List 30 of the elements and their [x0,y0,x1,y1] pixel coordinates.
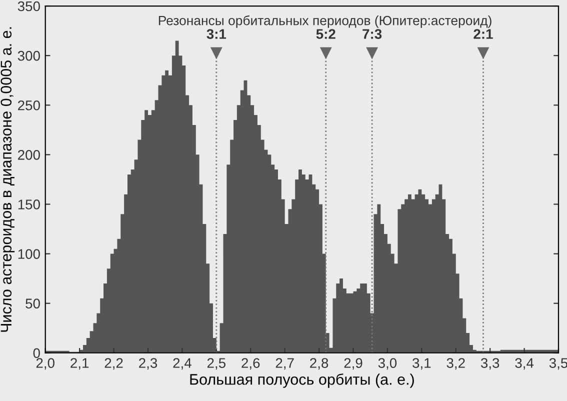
y-tick-label: 50 [26,298,40,308]
y-tick-label: 300 [18,50,40,61]
y-tick-label: 350 [18,1,40,12]
y-tick-label: 200 [18,150,40,160]
x-tick-label: 2,6 [242,358,260,370]
x-tick-label: 3,3 [480,358,500,370]
y-axis-title: Число астероидов в диапазоне 0,0005 а. е. [0,27,15,332]
x-tick-label: 3,2 [446,358,465,370]
y-tick-label: 0 [33,348,40,358]
x-tick-label: 2,8 [310,358,328,370]
y-tick-label: 250 [18,100,40,110]
x-axis-title: Большая полуось орбиты (а. е.) [190,373,414,388]
x-tick-label: 2,9 [344,358,362,370]
annotation: Резонансы орбитальных периодов (Юпитер:астероид) [158,15,492,28]
annotation: 5:2 [316,29,336,39]
x-tick-label: 2,0 [36,358,54,370]
y-tick-label: 100 [18,249,40,259]
x-tick-label: 2,2 [104,358,123,370]
x-tick-label: 2,3 [139,358,158,370]
y-tick-label: 150 [18,200,40,210]
x-tick-label: 3,0 [378,358,397,370]
x-tick-label: 2,5 [207,358,226,370]
x-tick-label: 3,4 [515,358,534,370]
x-tick-label: 2,1 [70,358,89,370]
x-tick-label: 2,7 [276,358,294,370]
annotation: 7:3 [362,29,382,39]
annotation: 3:1 [206,29,226,39]
annotation: 2:1 [474,29,493,39]
x-tick-label: 2,4 [173,358,192,370]
x-tick-label: 3,1 [412,358,431,370]
